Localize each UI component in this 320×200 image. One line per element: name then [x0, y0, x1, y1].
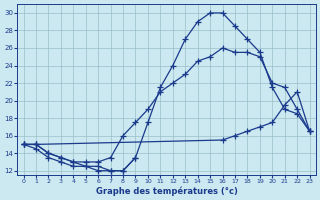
X-axis label: Graphe des températures (°c): Graphe des températures (°c): [96, 186, 237, 196]
